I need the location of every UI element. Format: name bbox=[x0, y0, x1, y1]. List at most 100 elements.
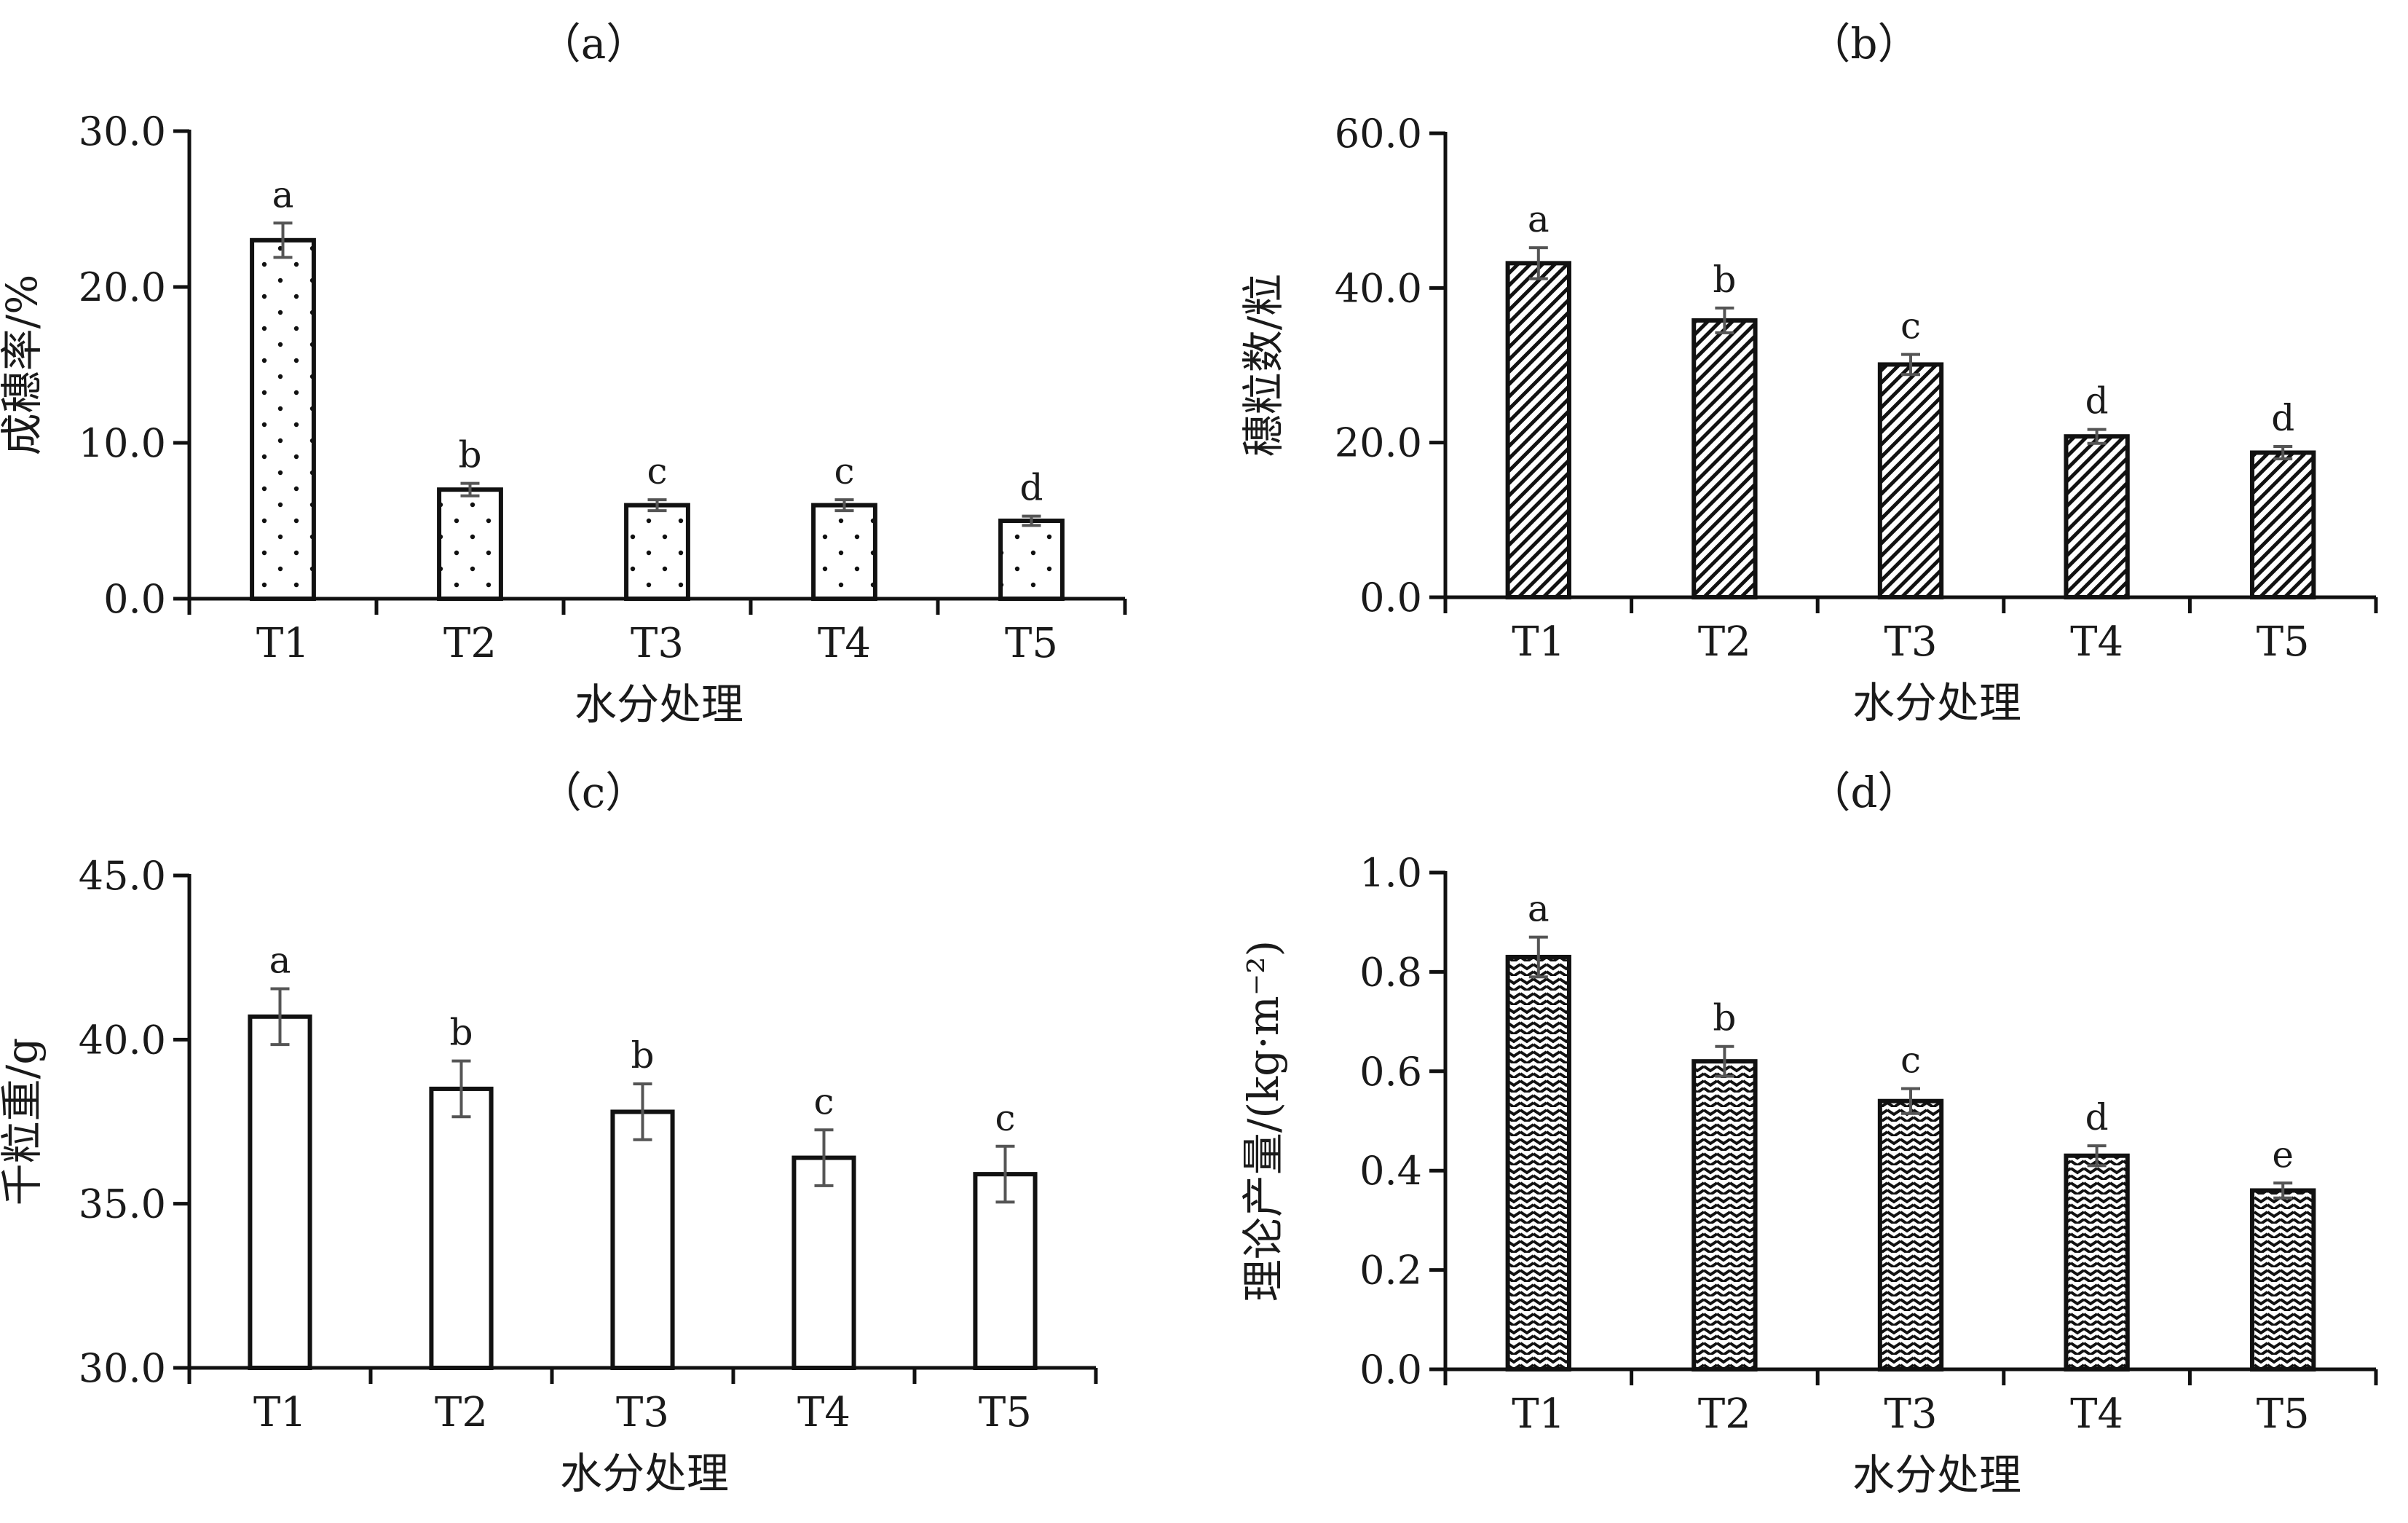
panel-label: （c） bbox=[540, 768, 647, 817]
x-tick-label: T5 bbox=[979, 1389, 1032, 1436]
error-bar bbox=[1715, 306, 1734, 334]
significance-letter: c bbox=[1900, 305, 1921, 347]
bar-t1 bbox=[248, 1014, 312, 1370]
y-tick-label: 0.6 bbox=[1359, 1049, 1422, 1095]
panel-label: （a） bbox=[539, 19, 649, 68]
error-bar bbox=[995, 1144, 1015, 1204]
y-tick-label: 20.0 bbox=[1335, 420, 1422, 466]
error-bar bbox=[834, 498, 854, 513]
error-bar bbox=[1528, 935, 1548, 979]
significance-letter: b bbox=[449, 1012, 473, 1054]
x-axis-title: 水分处理 bbox=[575, 680, 743, 729]
y-tick-label: 0.2 bbox=[1359, 1248, 1422, 1294]
y-tick-label: 40.0 bbox=[79, 1017, 166, 1063]
significance-letter: c bbox=[1900, 1039, 1921, 1082]
significance-letter: d bbox=[2085, 1096, 2109, 1138]
error-bar bbox=[1528, 246, 1548, 280]
x-tick-label: T1 bbox=[256, 620, 309, 667]
x-tick-label: T3 bbox=[631, 620, 684, 667]
y-tick-label: 1.0 bbox=[1359, 850, 1422, 896]
chart-panel-b: （b） 0.0 20.0 40.0 60.0 a T1 b T2 c T3 d T4 d T5 水分处理 穗粒数… bbox=[1239, 19, 2378, 728]
significance-letter: a bbox=[269, 939, 291, 981]
bar-t3 bbox=[1877, 362, 1944, 599]
x-tick-label: T1 bbox=[1512, 618, 1565, 666]
y-axis-title: 穗粒数/粒 bbox=[1239, 274, 1288, 457]
y-tick-label: 45.0 bbox=[79, 853, 166, 899]
error-bar bbox=[2087, 1144, 2107, 1168]
bar-t5 bbox=[973, 1172, 1038, 1371]
error-bar bbox=[270, 987, 290, 1047]
significance-letter: b bbox=[1713, 259, 1736, 301]
error-bar bbox=[1022, 514, 1041, 527]
y-tick-label: 30.0 bbox=[79, 109, 166, 154]
chart-panel-a: （a） 0.0 10.0 20.0 30.0 a T1 b T2 c T3 c T4 d T5 水分处理 成穗率… bbox=[0, 19, 1127, 729]
significance-letter: e bbox=[2272, 1133, 2294, 1176]
bar-t1 bbox=[1505, 261, 1571, 599]
bar-t3 bbox=[610, 1109, 675, 1370]
bar-t4 bbox=[811, 503, 877, 601]
bar-t4 bbox=[2064, 434, 2130, 599]
x-axis-title: 水分处理 bbox=[560, 1449, 729, 1498]
significance-letter: c bbox=[995, 1097, 1015, 1139]
error-bar bbox=[814, 1128, 834, 1187]
x-tick-label: T2 bbox=[435, 1389, 488, 1436]
y-tick-label: 0.0 bbox=[1359, 575, 1422, 621]
x-tick-label: T1 bbox=[1512, 1390, 1565, 1438]
x-tick-label: T3 bbox=[616, 1389, 669, 1436]
bar-t3 bbox=[624, 503, 690, 601]
y-tick-label: 60.0 bbox=[1335, 111, 1422, 157]
significance-letter: d bbox=[1019, 467, 1043, 509]
y-tick-label: 0.0 bbox=[1359, 1347, 1422, 1393]
x-tick-label: T2 bbox=[1698, 618, 1751, 666]
bar-t2 bbox=[1691, 318, 1758, 599]
significance-letter: c bbox=[813, 1080, 834, 1122]
chart-panel-c: （c） 30.0 35.0 40.0 45.0 a T1 b T2 b T3 c T4 c T5 水分处理 千粒… bbox=[0, 768, 1098, 1498]
y-tick-label: 40.0 bbox=[1335, 265, 1422, 311]
error-bar bbox=[1901, 353, 1920, 377]
panel-label: （b） bbox=[1808, 19, 1919, 68]
error-bar bbox=[2273, 1181, 2293, 1200]
y-axis-title: 千粒重/g bbox=[0, 1038, 47, 1206]
y-tick-label: 0.0 bbox=[103, 576, 166, 622]
significance-letter: c bbox=[834, 450, 854, 492]
x-axis-title: 水分处理 bbox=[1852, 678, 2021, 728]
bar-t1 bbox=[1505, 954, 1571, 1372]
y-axis-title: 理论产量/(kg·m⁻²) bbox=[1239, 940, 1288, 1302]
bar-t2 bbox=[1691, 1059, 1758, 1372]
error-bar bbox=[633, 1082, 652, 1141]
x-tick-label: T5 bbox=[1005, 620, 1058, 667]
x-tick-label: T5 bbox=[2257, 1390, 2310, 1438]
significance-letter: b bbox=[458, 434, 481, 476]
x-tick-label: T2 bbox=[443, 620, 497, 667]
x-tick-label: T4 bbox=[2070, 618, 2123, 666]
bar-t2 bbox=[437, 487, 503, 602]
error-bar bbox=[2273, 444, 2293, 460]
error-bar bbox=[2087, 428, 2107, 445]
error-bar bbox=[451, 1059, 471, 1119]
significance-letter: b bbox=[631, 1034, 654, 1077]
x-tick-label: T4 bbox=[818, 620, 871, 667]
y-tick-label: 30.0 bbox=[79, 1345, 166, 1391]
bar-t5 bbox=[2250, 1188, 2316, 1372]
error-bar bbox=[1715, 1044, 1734, 1078]
x-tick-label: T5 bbox=[2257, 618, 2310, 666]
bar-t2 bbox=[429, 1086, 494, 1371]
significance-letter: b bbox=[1713, 997, 1736, 1039]
bar-t4 bbox=[792, 1155, 856, 1371]
y-tick-label: 10.0 bbox=[79, 420, 166, 466]
x-tick-label: T3 bbox=[1884, 1390, 1938, 1438]
y-tick-label: 20.0 bbox=[79, 264, 166, 310]
y-axis-title: 成穗率/% bbox=[0, 275, 47, 456]
x-tick-label: T4 bbox=[2070, 1390, 2123, 1438]
significance-letter: a bbox=[1528, 888, 1550, 930]
bar-t5 bbox=[2250, 450, 2316, 599]
error-bar bbox=[647, 498, 667, 513]
error-bar bbox=[1901, 1087, 1920, 1115]
error-bar bbox=[273, 221, 293, 259]
bar-t3 bbox=[1877, 1098, 1944, 1372]
chart-panel-d: （d） 0.0 0.2 0.4 0.6 0.8 1.0 a T1 b T2 c T3 d T4 e T5 水分处理… bbox=[1239, 768, 2378, 1500]
significance-letter: d bbox=[2085, 380, 2109, 422]
panel-label: （d） bbox=[1808, 768, 1919, 817]
x-axis-title: 水分处理 bbox=[1852, 1450, 2021, 1500]
